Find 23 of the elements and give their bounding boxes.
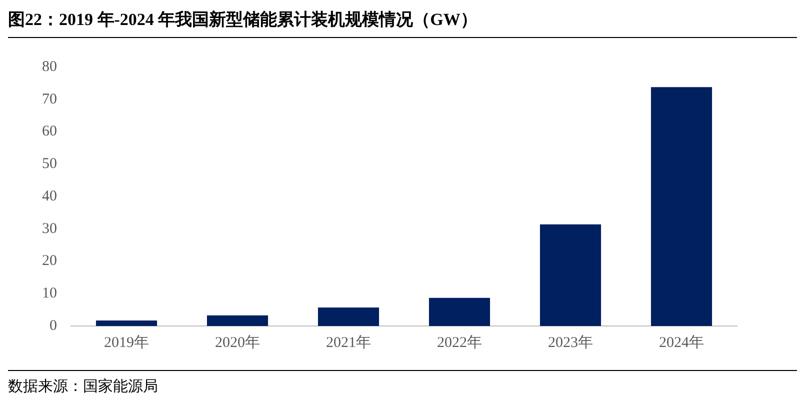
y-tick-label: 40: [42, 188, 57, 204]
y-tick-label: 70: [42, 91, 57, 108]
x-tick-label: 2021年: [326, 334, 371, 351]
y-tick-label: 20: [42, 253, 57, 270]
x-tick-label: 2023年: [548, 334, 593, 351]
bar: [428, 298, 490, 326]
bar: [318, 308, 380, 326]
x-tick-label: 2022年: [437, 334, 482, 351]
bar: [96, 320, 158, 326]
chart-title: 图22：2019 年-2024 年我国新型储能累计装机规模情况（GW）: [8, 8, 797, 38]
y-tick-label: 80: [42, 58, 57, 75]
y-tick-label: 30: [42, 220, 57, 237]
y-tick-label: 50: [42, 156, 57, 172]
y-tick-label: 60: [42, 124, 57, 140]
y-tick-label: 10: [42, 286, 57, 302]
x-tick-label: 2020年: [215, 334, 260, 351]
source-note: 数据来源：国家能源局: [8, 379, 158, 395]
y-tick-label: 0: [50, 318, 57, 334]
bar: [540, 224, 602, 326]
bar: [650, 87, 712, 326]
bar: [206, 315, 268, 326]
x-tick-label: 2024年: [659, 334, 704, 351]
x-tick-label: 2019年: [104, 334, 149, 351]
